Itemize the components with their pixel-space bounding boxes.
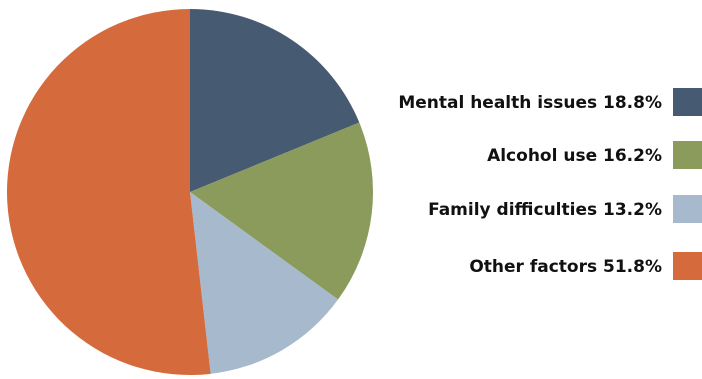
legend-label-0: Mental health issues 18.8%	[398, 93, 662, 113]
legend-label-1: Alcohol use 16.2%	[487, 146, 662, 166]
pie-slices	[6, 8, 373, 375]
legend-label-2: Family difficulties 13.2%	[428, 200, 662, 220]
legend-swatch-3	[673, 252, 702, 280]
pie-slice-2	[190, 192, 339, 374]
pie-slice-3	[6, 9, 211, 375]
legend-swatch-1	[673, 141, 702, 169]
legend: Mental health issues 18.8% Alcohol use 16…	[398, 88, 702, 280]
pie-slice-0	[190, 8, 360, 192]
legend-label-3: Other factors 51.8%	[469, 257, 662, 277]
pie-slice-1	[190, 122, 373, 300]
legend-swatch-0	[673, 88, 702, 116]
legend-swatch-2	[673, 195, 702, 223]
